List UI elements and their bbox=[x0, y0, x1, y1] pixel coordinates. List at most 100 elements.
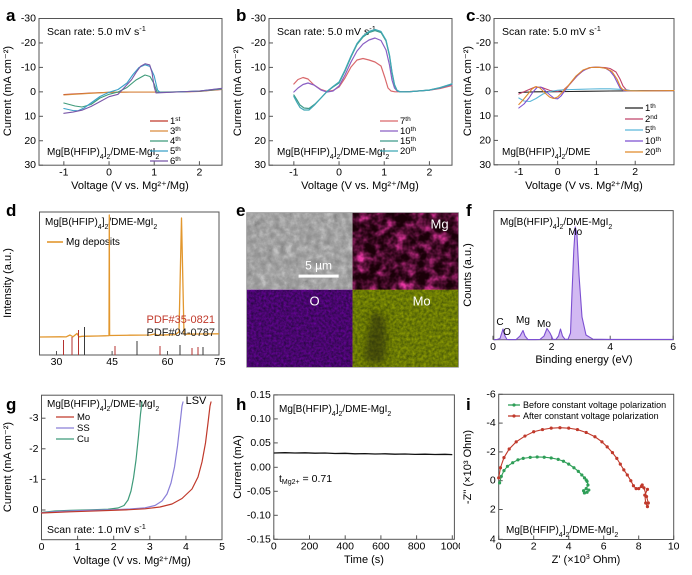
svg-text:Mo: Mo bbox=[568, 227, 582, 238]
svg-text:0: 0 bbox=[271, 541, 277, 553]
svg-text:600: 600 bbox=[372, 541, 390, 553]
svg-text:Mg[B(HFIP)4]2/DME-MgI2: Mg[B(HFIP)4]2/DME-MgI2 bbox=[279, 404, 391, 418]
svg-text:PDF#35-0821: PDF#35-0821 bbox=[147, 314, 216, 326]
svg-text:20: 20 bbox=[254, 135, 266, 147]
svg-text:30: 30 bbox=[24, 159, 36, 171]
svg-text:Voltage (V vs. Mg²⁺/Mg): Voltage (V vs. Mg²⁺/Mg) bbox=[525, 180, 643, 192]
svg-text:2: 2 bbox=[549, 341, 555, 353]
svg-text:Current (mA): Current (mA) bbox=[232, 435, 244, 499]
svg-text:Mg[B(HFIP)4]2/DME-MgI2: Mg[B(HFIP)4]2/DME-MgI2 bbox=[45, 217, 157, 231]
svg-text:30: 30 bbox=[479, 159, 491, 171]
svg-text:20: 20 bbox=[24, 135, 36, 147]
svg-text:10: 10 bbox=[254, 110, 266, 122]
svg-text:0: 0 bbox=[490, 341, 496, 353]
svg-text:Mg[B(HFIP)4]2/DME: Mg[B(HFIP)4]2/DME bbox=[502, 147, 591, 161]
svg-text:0.05: 0.05 bbox=[250, 437, 271, 449]
svg-text:Current (mA cm⁻²): Current (mA cm⁻²) bbox=[2, 422, 14, 512]
svg-text:0: 0 bbox=[485, 86, 491, 98]
svg-text:Mg: Mg bbox=[431, 217, 449, 232]
svg-text:Voltage (V vs. Mg²⁺/Mg): Voltage (V vs. Mg²⁺/Mg) bbox=[301, 180, 419, 192]
svg-text:0: 0 bbox=[39, 541, 45, 553]
svg-text:After constant voltage polariz: After constant voltage polarization bbox=[523, 411, 659, 421]
svg-text:20th: 20th bbox=[400, 146, 416, 157]
svg-text:SS: SS bbox=[77, 423, 90, 434]
svg-text:Scan rate: 5.0 mV s-1: Scan rate: 5.0 mV s-1 bbox=[502, 24, 601, 38]
svg-text:0: 0 bbox=[490, 475, 496, 487]
svg-text:0: 0 bbox=[30, 86, 36, 98]
svg-text:0: 0 bbox=[33, 504, 39, 516]
svg-text:-20: -20 bbox=[476, 37, 491, 49]
svg-text:0: 0 bbox=[496, 541, 502, 553]
svg-text:0: 0 bbox=[336, 167, 342, 179]
svg-text:3: 3 bbox=[147, 541, 153, 553]
svg-text:1th: 1th bbox=[645, 103, 656, 114]
svg-text:0: 0 bbox=[555, 166, 561, 178]
svg-text:Cu: Cu bbox=[77, 434, 89, 445]
svg-text:1: 1 bbox=[75, 541, 81, 553]
svg-text:Current (mA cm⁻²): Current (mA cm⁻²) bbox=[232, 46, 244, 136]
svg-text:Voltage (V vs. Mg²⁺/Mg): Voltage (V vs. Mg²⁺/Mg) bbox=[73, 555, 191, 567]
svg-text:1: 1 bbox=[151, 167, 157, 179]
svg-text:5 µm: 5 µm bbox=[305, 259, 332, 273]
svg-text:0: 0 bbox=[260, 86, 266, 98]
svg-text:Mg[B(HFIP)4]2/DME-MgI2: Mg[B(HFIP)4]2/DME-MgI2 bbox=[277, 147, 389, 161]
svg-text:-1: -1 bbox=[514, 166, 523, 178]
svg-text:Voltage (V vs. Mg²⁺/Mg): Voltage (V vs. Mg²⁺/Mg) bbox=[71, 180, 189, 192]
svg-text:-10: -10 bbox=[251, 61, 266, 73]
svg-text:0.15: 0.15 bbox=[250, 389, 271, 401]
svg-text:2: 2 bbox=[490, 504, 496, 516]
svg-text:2: 2 bbox=[196, 167, 202, 179]
svg-text:800: 800 bbox=[408, 541, 426, 553]
svg-text:O: O bbox=[503, 327, 511, 338]
svg-text:-30: -30 bbox=[251, 13, 266, 25]
svg-text:-20: -20 bbox=[21, 37, 36, 49]
svg-text:tMg2+ = 0.71: tMg2+ = 0.71 bbox=[279, 473, 332, 486]
svg-text:-6: -6 bbox=[486, 388, 495, 400]
svg-text:0.10: 0.10 bbox=[250, 413, 271, 425]
svg-text:-30: -30 bbox=[476, 13, 491, 25]
svg-text:20th: 20th bbox=[645, 147, 661, 158]
svg-text:-1: -1 bbox=[29, 473, 38, 485]
svg-text:-1: -1 bbox=[59, 167, 68, 179]
svg-text:Mg[B(HFIP)4]2/DME-MgI2: Mg[B(HFIP)4]2/DME-MgI2 bbox=[500, 217, 612, 231]
svg-text:-10: -10 bbox=[21, 61, 36, 73]
svg-text:1: 1 bbox=[381, 167, 387, 179]
svg-text:Mg[B(HFIP)4]2/DME-MgI2: Mg[B(HFIP)4]2/DME-MgI2 bbox=[47, 147, 159, 161]
svg-text:-0.10: -0.10 bbox=[247, 509, 271, 521]
svg-text:-10: -10 bbox=[476, 61, 491, 73]
svg-text:-Z'' (×10³ Ohm): -Z'' (×10³ Ohm) bbox=[462, 430, 474, 504]
svg-text:Mg[B(HFIP)4]2/DME-MgI2: Mg[B(HFIP)4]2/DME-MgI2 bbox=[506, 525, 618, 539]
svg-text:Mg deposits: Mg deposits bbox=[66, 237, 120, 248]
svg-text:-20: -20 bbox=[251, 37, 266, 49]
svg-text:0.00: 0.00 bbox=[250, 461, 271, 473]
svg-text:1000: 1000 bbox=[441, 541, 460, 553]
svg-text:Before constant voltage polari: Before constant voltage polarization bbox=[523, 400, 666, 410]
svg-text:O: O bbox=[310, 294, 320, 309]
svg-text:-2: -2 bbox=[486, 446, 495, 458]
svg-text:-2: -2 bbox=[29, 443, 38, 455]
svg-text:Scan rate: 5.0 mV s-1: Scan rate: 5.0 mV s-1 bbox=[47, 24, 146, 38]
svg-text:Time (s): Time (s) bbox=[344, 554, 384, 566]
svg-text:6: 6 bbox=[670, 341, 676, 353]
svg-text:Intensity (a.u.): Intensity (a.u.) bbox=[2, 248, 14, 318]
svg-text:10: 10 bbox=[479, 110, 491, 122]
svg-text:Scan rate: 1.0 mV s-1: Scan rate: 1.0 mV s-1 bbox=[47, 522, 146, 536]
svg-text:20: 20 bbox=[479, 134, 491, 146]
svg-text:Binding energy (eV): Binding energy (eV) bbox=[535, 354, 632, 366]
svg-text:Current (mA cm⁻²): Current (mA cm⁻²) bbox=[2, 46, 14, 136]
svg-text:200: 200 bbox=[301, 541, 319, 553]
svg-text:-1: -1 bbox=[289, 167, 298, 179]
svg-text:LSV: LSV bbox=[186, 395, 207, 407]
svg-text:75: 75 bbox=[214, 356, 226, 368]
svg-text:0: 0 bbox=[106, 167, 112, 179]
svg-text:PDF#04-0787: PDF#04-0787 bbox=[147, 327, 216, 339]
svg-text:10th: 10th bbox=[645, 136, 661, 147]
svg-text:60: 60 bbox=[162, 356, 174, 368]
svg-text:6: 6 bbox=[601, 541, 607, 553]
svg-text:10: 10 bbox=[668, 541, 680, 553]
svg-text:-3: -3 bbox=[29, 412, 38, 424]
svg-text:400: 400 bbox=[336, 541, 354, 553]
svg-text:Scan rate: 5.0 mV s-1: Scan rate: 5.0 mV s-1 bbox=[277, 24, 376, 38]
svg-text:Mo: Mo bbox=[77, 412, 90, 423]
svg-text:30: 30 bbox=[51, 356, 63, 368]
